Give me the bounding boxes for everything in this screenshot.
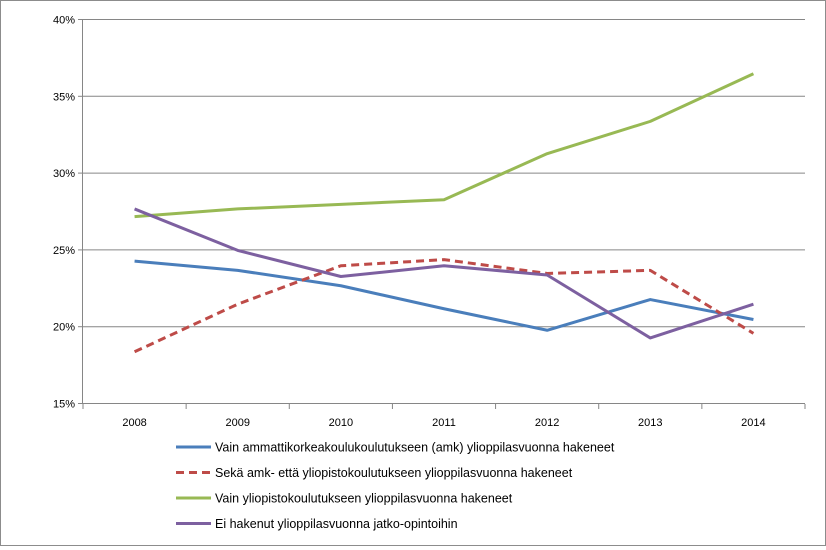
x-tick-label: 2011 [432,417,456,429]
series-line-3 [134,72,755,219]
series-line-4 [134,207,754,340]
y-tick-label: 30% [53,168,75,180]
x-tick-label: 2010 [329,417,353,429]
y-tick-label: 25% [53,245,75,257]
x-tick-label: 2014 [741,417,765,429]
y-tick-label: 20% [53,322,75,334]
x-tick-label: 2009 [225,417,249,429]
x-tick-label: 2008 [122,417,146,429]
legend-label-3: Vain yliopistokoulutukseen ylioppilasvuo… [215,492,513,506]
y-tick-label: 35% [53,91,75,103]
x-tick-label: 2013 [638,417,662,429]
legend-label-1: Vain ammattikorkeakoulukoulutukseen (amk… [215,441,615,455]
y-tick-label: 40% [53,15,75,27]
x-tick-label: 2012 [535,417,559,429]
series-line-2 [133,258,755,354]
legend-label-4: Ei hakenut ylioppilasvuonna jatko-opinto… [215,517,458,531]
y-tick-label: 15% [53,399,75,411]
series-line-1 [134,259,754,332]
legend-label-2: Sekä amk- että yliopistokoulutukseen yli… [215,466,573,480]
